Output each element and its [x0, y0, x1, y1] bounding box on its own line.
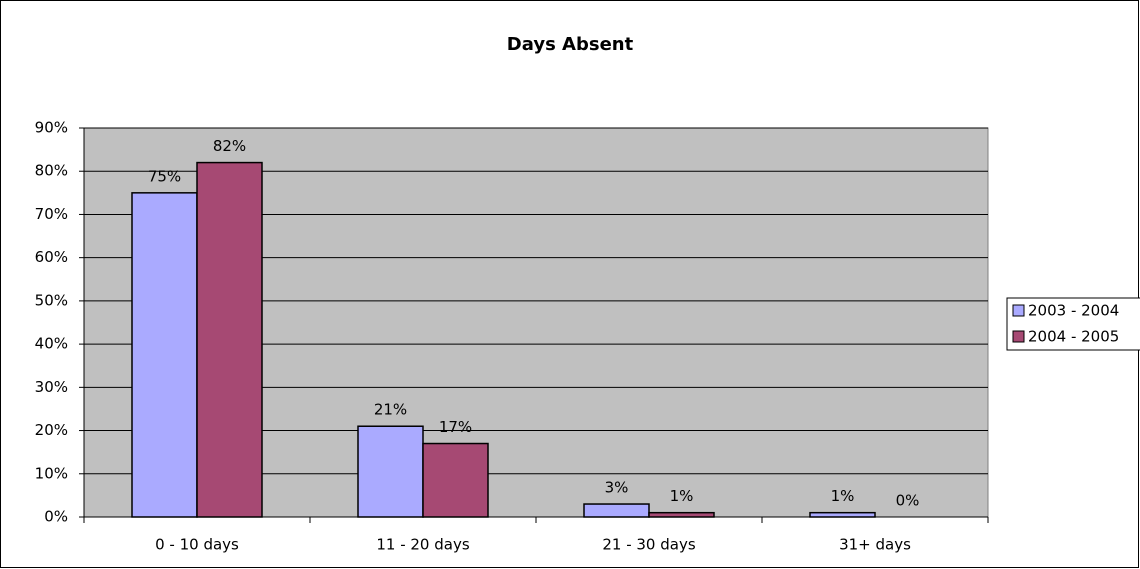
y-tick-label: 80%	[35, 162, 68, 180]
bar	[131, 192, 198, 518]
x-tick-label: 31+ days	[839, 536, 911, 554]
bar	[583, 503, 650, 518]
x-tick-label: 11 - 20 days	[376, 536, 469, 554]
y-tick-label: 10%	[35, 464, 68, 482]
data-label: 3%	[605, 479, 629, 497]
data-label: 0%	[896, 492, 920, 510]
legend-label: 2003 - 2004	[1028, 302, 1119, 320]
y-tick-label: 20%	[35, 421, 68, 439]
y-tick-label: 0%	[44, 508, 68, 526]
data-label: 75%	[148, 167, 181, 185]
y-tick-label: 40%	[35, 335, 68, 353]
data-label: 1%	[670, 487, 694, 505]
data-label: 21%	[374, 401, 407, 419]
bar	[357, 425, 424, 518]
legend-label: 2004 - 2005	[1028, 328, 1119, 346]
x-tick-label: 0 - 10 days	[155, 536, 239, 554]
y-tick-label: 70%	[35, 205, 68, 223]
bar	[648, 511, 715, 518]
y-tick-label: 60%	[35, 248, 68, 266]
legend-swatch	[1012, 330, 1025, 343]
y-tick-label: 30%	[35, 378, 68, 396]
bar	[809, 511, 876, 518]
y-tick-label: 50%	[35, 291, 68, 309]
x-tick-label: 21 - 30 days	[602, 536, 695, 554]
data-label: 1%	[831, 487, 855, 505]
chart-title: Days Absent	[507, 34, 634, 55]
legend-box	[1006, 297, 1140, 351]
bar	[422, 442, 489, 518]
data-label: 17%	[439, 418, 472, 436]
legend-swatch	[1012, 304, 1025, 317]
y-tick-label: 90%	[35, 119, 68, 137]
data-label: 82%	[213, 137, 246, 155]
bar	[196, 161, 263, 518]
